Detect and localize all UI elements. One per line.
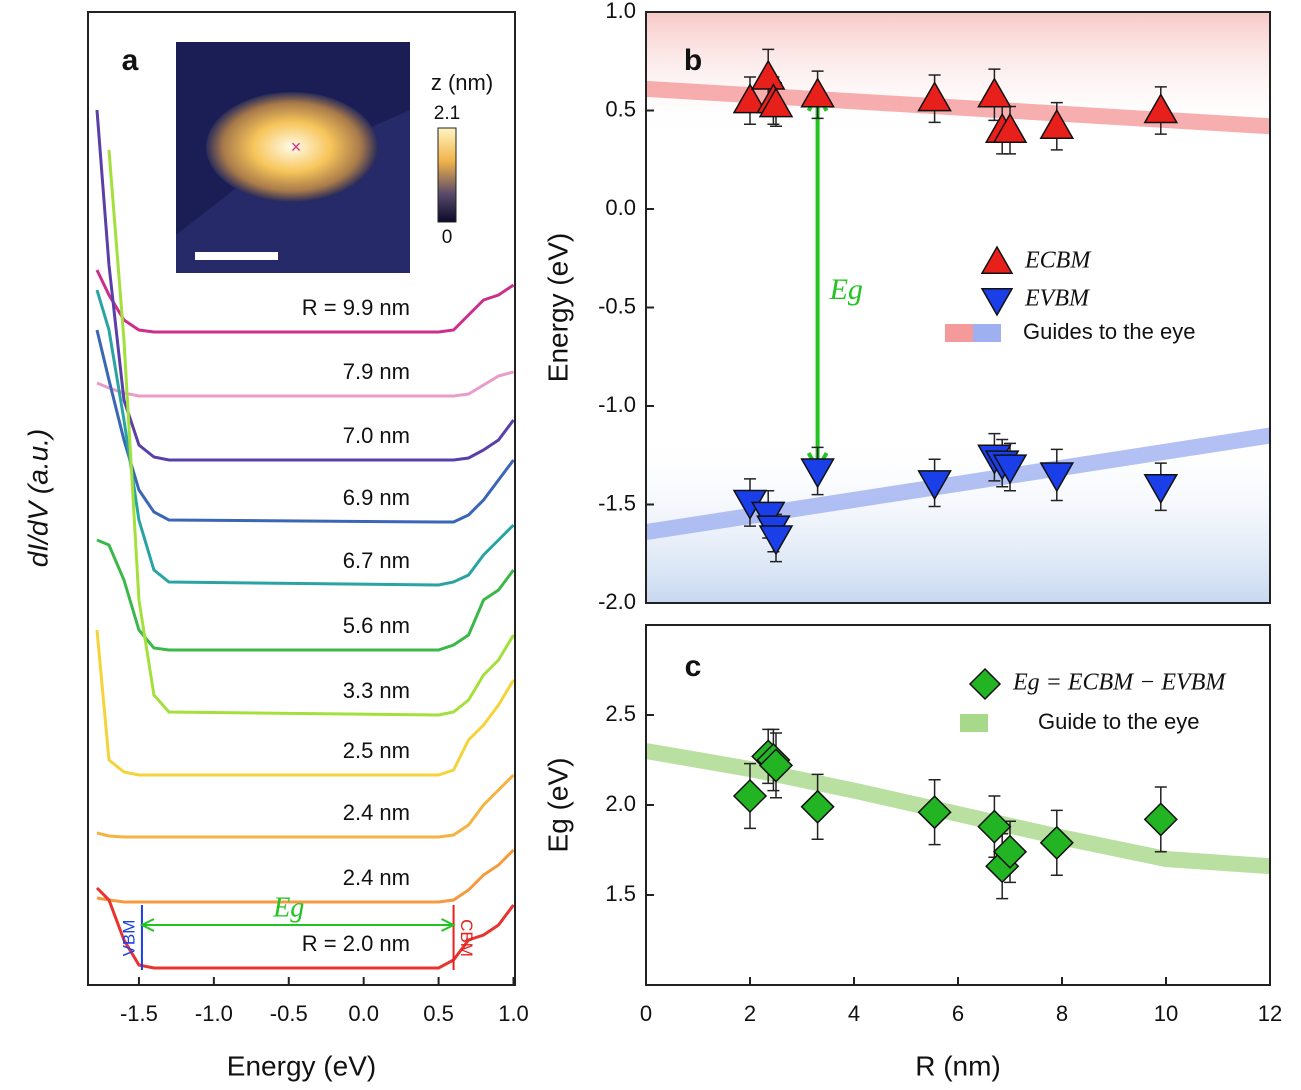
colorbar-tick-label: 2.1 bbox=[434, 103, 460, 124]
x-tick-label: 0.0 bbox=[348, 1001, 379, 1026]
x-tick-label: 8 bbox=[1056, 1001, 1068, 1026]
curve-label: R = 9.9 nm bbox=[302, 295, 410, 320]
panel-label: b bbox=[684, 44, 702, 77]
legend-swatch bbox=[945, 324, 973, 342]
point bbox=[1145, 803, 1177, 835]
point bbox=[734, 780, 766, 812]
legend-label: Guide to the eye bbox=[1038, 709, 1199, 734]
guide-line bbox=[646, 751, 1270, 866]
spectrum bbox=[97, 850, 514, 902]
x-tick-label: -1.0 bbox=[195, 1001, 233, 1026]
y-axis-label: dI/dV (a.u.) bbox=[22, 429, 53, 568]
panel-label: c bbox=[685, 650, 702, 683]
curve-label: 5.6 nm bbox=[343, 613, 410, 638]
colorbar-label: z (nm) bbox=[431, 70, 493, 95]
cbm-label: CBM bbox=[457, 919, 476, 957]
svg-text:×: × bbox=[291, 137, 302, 157]
x-tick-label: 0 bbox=[640, 1001, 652, 1026]
legend-label: EVBM bbox=[1024, 286, 1091, 312]
curve-label: 2.5 nm bbox=[343, 738, 410, 763]
legend-marker bbox=[982, 289, 1012, 315]
curve-label: 7.0 nm bbox=[343, 423, 410, 448]
curve-label: 2.4 nm bbox=[343, 800, 410, 825]
y-tick-label: -2.0 bbox=[598, 589, 636, 614]
legend-label: Eg = ECBM − EVBM bbox=[1012, 670, 1227, 696]
x-tick-label: 2 bbox=[744, 1001, 756, 1026]
curve-label: R = 2.0 nm bbox=[302, 931, 410, 956]
y-tick-label: 1.5 bbox=[605, 881, 636, 906]
curve-label: 6.9 nm bbox=[343, 485, 410, 510]
x-tick-label: 10 bbox=[1154, 1001, 1178, 1026]
spectrum bbox=[97, 290, 514, 585]
y-axis-label: Energy (eV) bbox=[542, 233, 573, 382]
vbm-label: VBM bbox=[119, 920, 138, 957]
y-tick-label: -1.5 bbox=[598, 490, 636, 515]
spectrum bbox=[97, 372, 514, 396]
curve-label: 2.4 nm bbox=[343, 865, 410, 890]
legend-marker bbox=[982, 247, 1012, 273]
y-axis-label: Eg (eV) bbox=[542, 758, 573, 853]
x-axis-label: R (nm) bbox=[915, 1050, 1001, 1081]
point bbox=[802, 791, 834, 823]
figure: -1.5 -1.0 -0.5 0.0 0.5 1.0 R = 9.9 nm 7.9 nm 7.0… bbox=[0, 0, 1301, 1090]
stm-inset: × bbox=[176, 42, 456, 273]
colorbar-tick-label: 0 bbox=[442, 227, 453, 248]
y-tick-label: 2.5 bbox=[605, 701, 636, 726]
x-tick-label: 0.5 bbox=[423, 1001, 454, 1026]
y-tick-label: 2.0 bbox=[605, 791, 636, 816]
spectrum bbox=[97, 540, 514, 650]
curve-label: 6.7 nm bbox=[343, 548, 410, 573]
curve-label: 7.9 nm bbox=[343, 359, 410, 384]
x-tick-label: -1.5 bbox=[120, 1001, 158, 1026]
x-tick-label: 12 bbox=[1258, 1001, 1282, 1026]
spectrum bbox=[97, 775, 514, 837]
legend-label: Guides to the eye bbox=[1023, 319, 1195, 344]
x-tick-label: -0.5 bbox=[270, 1001, 308, 1026]
y-tick-label: 1.0 bbox=[605, 0, 636, 23]
y-tick-label: 0.5 bbox=[605, 96, 636, 121]
x-tick-label: 6 bbox=[952, 1001, 964, 1026]
legend-marker bbox=[970, 669, 1000, 699]
x-tick-label: 4 bbox=[848, 1001, 860, 1026]
gap-label: Eg bbox=[272, 892, 304, 923]
gap-label: Eg bbox=[829, 273, 863, 306]
y-tick-label: 0.0 bbox=[605, 195, 636, 220]
y-tick-label: -1.0 bbox=[598, 392, 636, 417]
curve-label: 3.3 nm bbox=[343, 678, 410, 703]
panel-label: a bbox=[122, 44, 139, 77]
legend-swatch bbox=[960, 714, 988, 732]
legend-label: ECBM bbox=[1024, 248, 1092, 274]
y-tick-label: -0.5 bbox=[598, 293, 636, 318]
spectrum bbox=[97, 330, 514, 522]
x-axis-label: Energy (eV) bbox=[227, 1050, 376, 1081]
legend-swatch bbox=[973, 324, 1001, 342]
x-tick-label: 1.0 bbox=[498, 1001, 529, 1026]
